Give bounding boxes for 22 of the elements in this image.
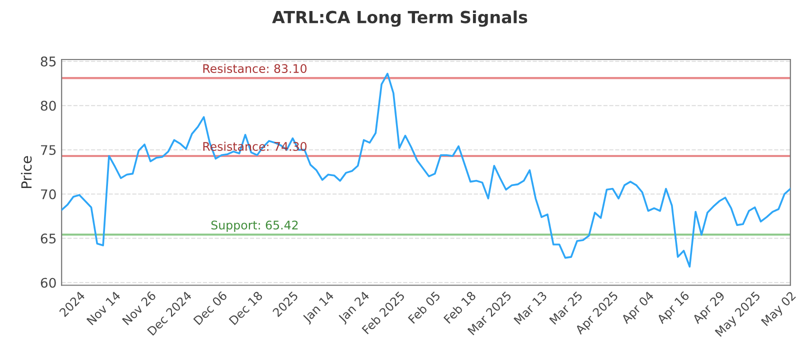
y-tick-label: 80 [40, 100, 56, 111]
x-tick-label: Apr 04 [620, 290, 656, 326]
x-tick-label: Mar 25 [549, 290, 583, 325]
x-tick-label: Feb 05 [408, 290, 441, 324]
ref-line-label: Resistance: 83.10 [203, 64, 307, 74]
x-tick-label: Mar 13 [513, 290, 548, 325]
y-tick-label: 60 [40, 278, 56, 288]
y-axis-title: Price [20, 156, 32, 188]
x-tick-label: Apr 16 [656, 290, 692, 326]
chart-title: ATRL:CA Long Term Signals [272, 10, 528, 27]
x-tick-label: Jan 14 [302, 290, 336, 325]
x-tick-label: Dec 06 [193, 290, 228, 326]
x-tick-label: Nov 26 [122, 290, 156, 326]
ref-line-label: Support: 65.42 [211, 220, 298, 232]
y-tick-label: 70 [41, 189, 56, 200]
y-tick-label: 65 [40, 234, 56, 244]
y-tick-label: 75 [41, 145, 56, 155]
line-series [62, 72, 790, 268]
x-tick-label: Feb 18 [443, 290, 476, 324]
y-tick-label: 85 [40, 56, 56, 66]
x-tick-label: Nov 14 [86, 290, 121, 326]
x-tick-label: Dec 18 [228, 290, 264, 326]
